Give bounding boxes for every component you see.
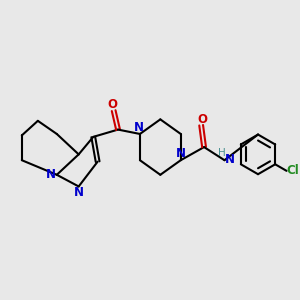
Text: Cl: Cl (286, 164, 299, 177)
Text: N: N (74, 186, 84, 200)
Text: N: N (176, 147, 186, 160)
Text: H: H (218, 148, 225, 158)
Text: O: O (107, 98, 117, 111)
Text: O: O (198, 113, 208, 126)
Text: N: N (134, 121, 144, 134)
Text: N: N (225, 153, 235, 166)
Text: N: N (45, 168, 56, 181)
